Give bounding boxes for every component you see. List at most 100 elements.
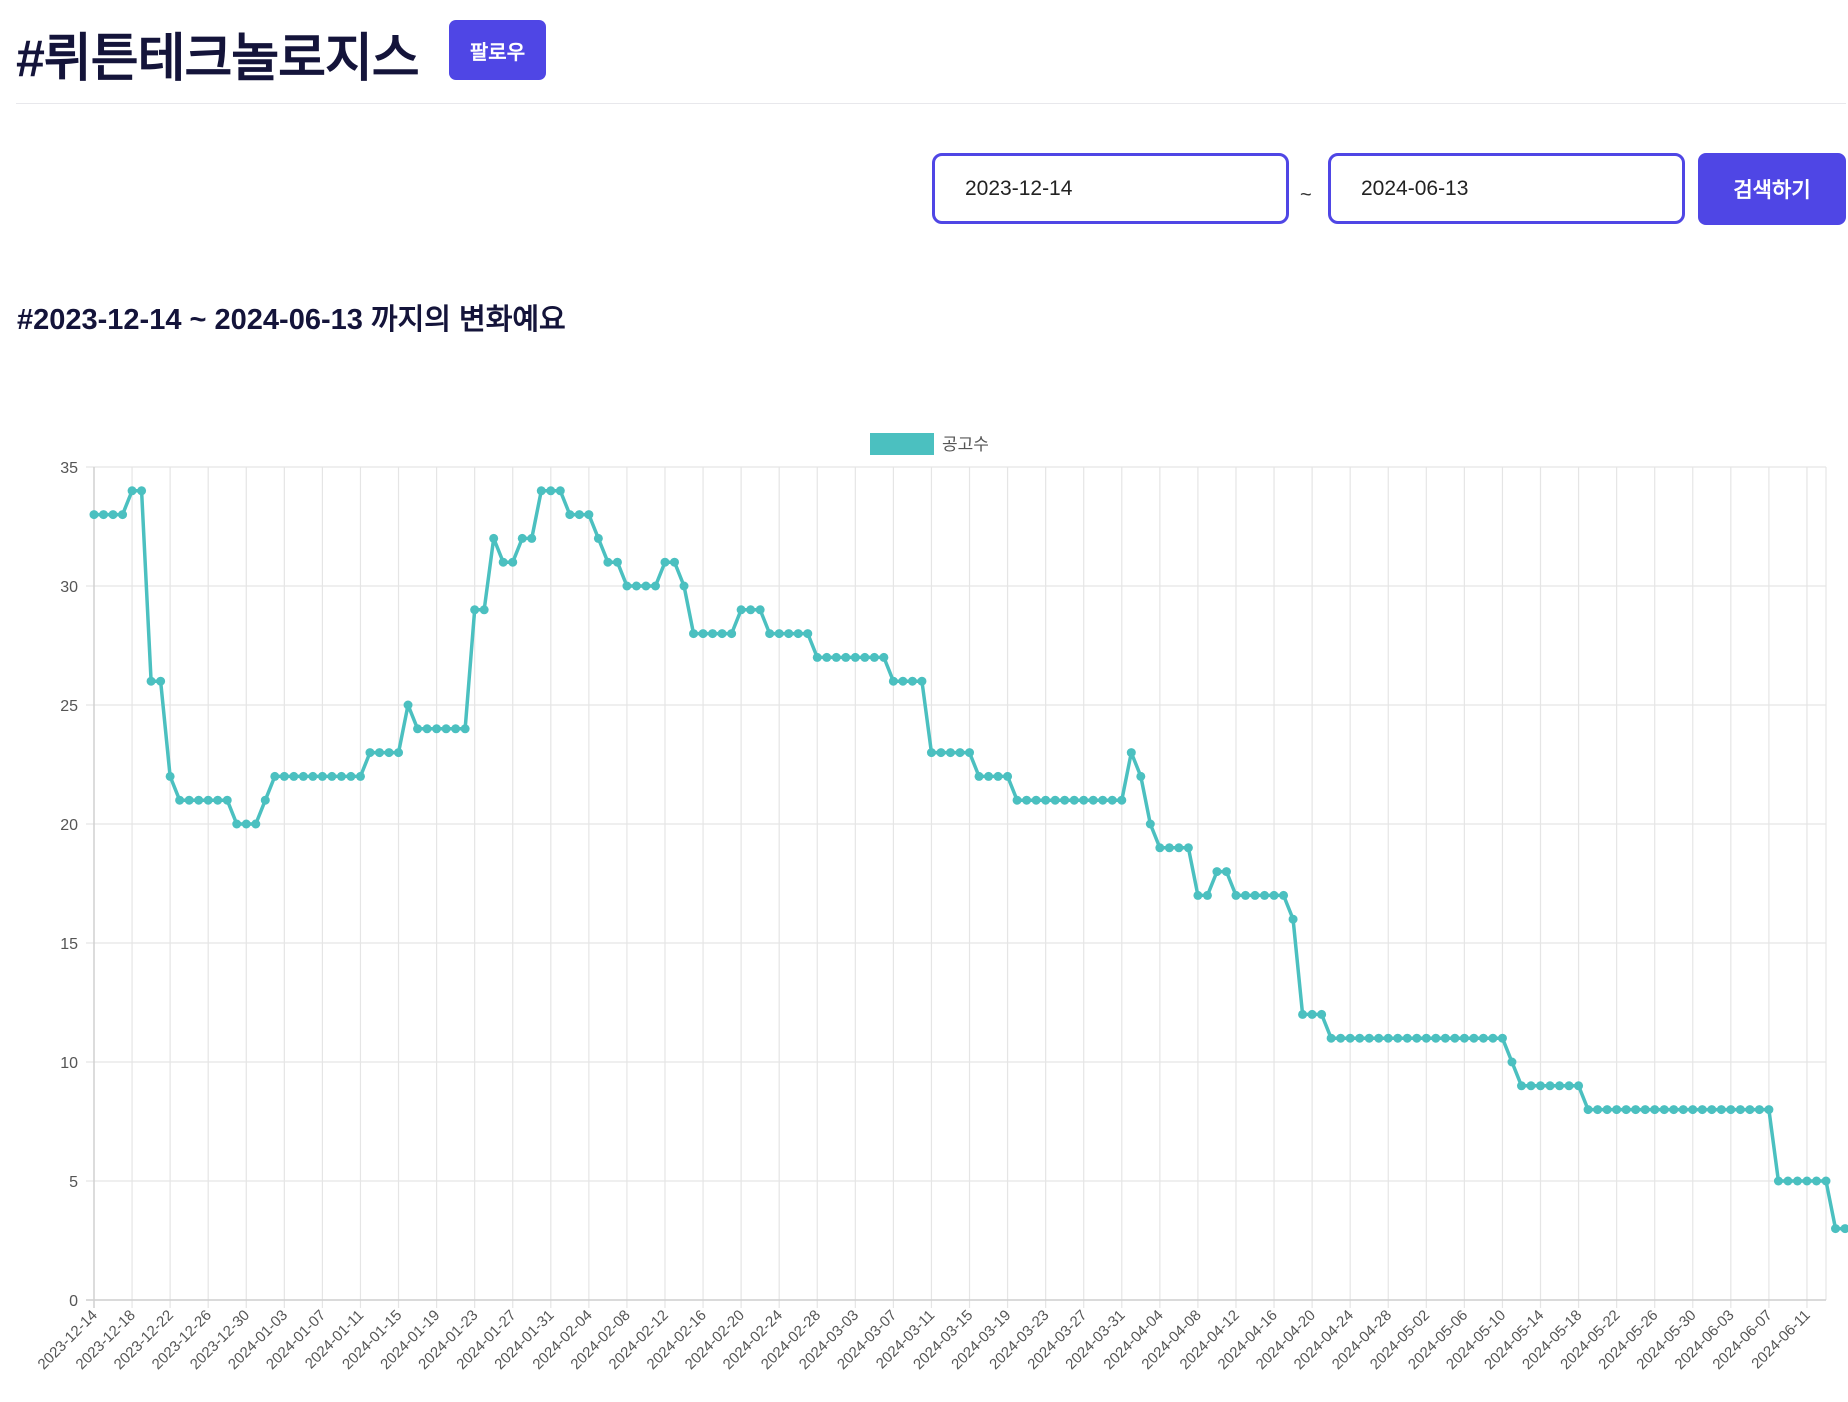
data-point [1050,795,1060,805]
data-point [1564,1081,1574,1091]
chart-grid [86,466,1827,1308]
company-title: #뤼튼테크놀로지스 [16,30,420,88]
data-point [974,771,984,781]
data-point [689,629,699,639]
data-point [175,795,185,805]
data-point [137,486,147,496]
start-date-input[interactable] [932,153,1289,224]
data-point [1345,1033,1355,1043]
data-point [241,819,251,829]
end-date-input[interactable] [1328,153,1685,224]
data-point [1383,1033,1393,1043]
data-point [260,795,270,805]
range-heading: #2023-12-14 ~ 2024-06-13 까지의 변화예요 [17,304,566,336]
data-point [1440,1033,1450,1043]
data-point [1669,1105,1679,1115]
data-point [1488,1033,1498,1043]
data-point [1631,1105,1641,1115]
data-point [1536,1081,1546,1091]
data-point [926,748,936,758]
data-point [907,676,917,686]
data-point [251,819,261,829]
data-point [1145,819,1155,829]
data-point [1136,771,1146,781]
data-point [1174,843,1184,853]
data-point [1240,890,1250,900]
data-point [1088,795,1098,805]
data-point [746,605,756,615]
data-point [1298,1009,1308,1019]
data-point [498,557,508,567]
data-point [1773,1176,1783,1186]
data-point [536,486,546,496]
data-point [146,676,156,686]
data-point [1650,1105,1660,1115]
data-point [422,724,432,734]
data-point [1602,1105,1612,1115]
data-point [1507,1057,1517,1067]
data-point [1307,1009,1317,1019]
data-point [898,676,908,686]
data-point [1802,1176,1812,1186]
data-point [527,533,537,543]
data-point [1069,795,1079,805]
data-point [1783,1176,1793,1186]
data-point [1212,867,1222,877]
chart-axes: 051015202530352023-12-142023-12-182023-1… [35,460,1826,1373]
data-point [1659,1105,1669,1115]
chart-legend: 공고수 [870,433,989,455]
data-point [1478,1033,1488,1043]
data-point [89,510,99,520]
data-point [346,771,356,781]
data-point [860,652,870,662]
legend-swatch[interactable] [870,433,934,455]
data-point [1412,1033,1422,1043]
company-header: #뤼튼테크놀로지스 팔로우 [16,14,1846,104]
data-point [232,819,242,829]
data-point [1574,1081,1584,1091]
data-point [993,771,1003,781]
data-point [1031,795,1041,805]
data-point [546,486,556,496]
data-point [1288,914,1298,924]
y-tick-label: 5 [69,1174,78,1191]
legend-label: 공고수 [942,435,989,454]
data-point [441,724,451,734]
data-point [1678,1105,1688,1115]
data-point [555,486,565,496]
data-point [1003,771,1013,781]
y-tick-label: 10 [60,1055,78,1072]
data-point [460,724,470,734]
data-point [1022,795,1032,805]
data-point [822,652,832,662]
data-point [574,510,584,520]
data-point [1555,1081,1565,1091]
data-point [717,629,727,639]
data-point [1012,795,1022,805]
follow-button[interactable]: 팔로우 [449,20,546,80]
data-point [736,605,746,615]
data-point [1326,1033,1336,1043]
search-button[interactable]: 검색하기 [1698,153,1846,225]
date-range-separator: ~ [1300,184,1312,206]
data-point [1745,1105,1755,1115]
data-point [1107,795,1117,805]
data-point [1688,1105,1698,1115]
data-point [470,605,480,615]
data-point [1516,1081,1526,1091]
data-point [869,652,879,662]
data-point [793,629,803,639]
data-point [584,510,594,520]
data-point [1526,1081,1536,1091]
y-tick-label: 30 [60,579,78,596]
y-tick-label: 0 [69,1293,78,1310]
data-point [784,629,794,639]
data-point [1754,1105,1764,1115]
data-point [1336,1033,1346,1043]
data-point [1117,795,1127,805]
data-point [1183,843,1193,853]
data-point [841,652,851,662]
data-point [650,581,660,591]
data-point [679,581,689,591]
data-point [1317,1009,1327,1019]
